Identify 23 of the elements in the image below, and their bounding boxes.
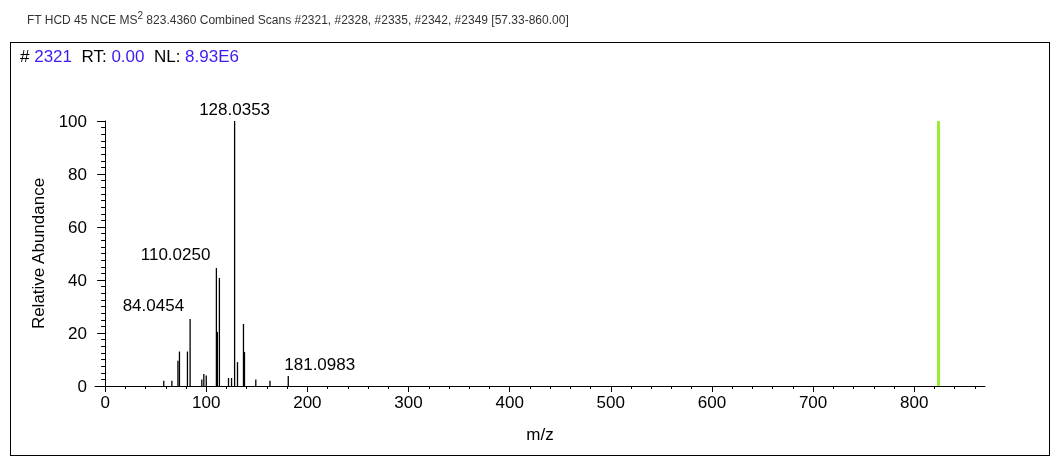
chart-title: FT HCD 45 NCE MS$^{2}$ 823.4360 Combined Scans #2321, #2328, #2335, #2342, #2349 [57.33-860.00] [27,10,569,27]
annotation: 181.0983 [284,354,356,374]
x-tick-label: 600 [697,393,727,412]
y-tick-label: 20 [68,323,87,343]
x-tick-label: 200 [293,393,322,412]
x-tick-label: 300 [394,393,423,412]
y-tick-label: 80 [68,164,87,184]
x-tick-label: 0 [100,393,110,412]
chart-subtitle: # 2321 RT: 0.00 NL: 8.93E6 [20,47,239,66]
y-tick-label: 40 [68,270,87,290]
x-axis-title: m/z [526,425,554,444]
x-tick-label: 100 [192,393,221,412]
x-tick-label: 400 [495,393,524,412]
y-axis-title: Relative Abundance [29,177,48,330]
y-tick-label: 100 [58,111,87,131]
y-tick-label: 0 [77,376,87,396]
annotation: 84.0454 [122,295,185,315]
x-tick-label: 700 [798,393,828,412]
annotation: 110.0250 [140,245,211,265]
x-tick-label: 500 [596,393,625,412]
y-tick-label: 60 [68,217,87,237]
x-tick-label: 800 [900,393,929,412]
annotation: 128.0353 [199,100,271,119]
